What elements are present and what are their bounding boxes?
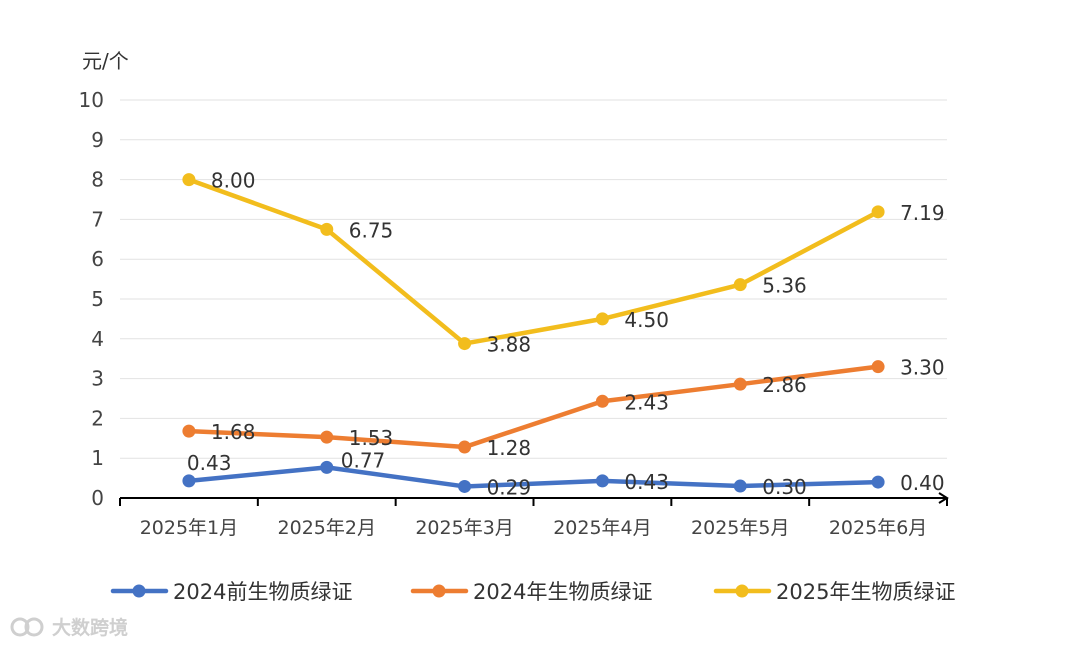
data-label: 7.19	[900, 201, 945, 225]
data-label: 1.53	[349, 426, 394, 450]
data-label: 0.30	[762, 475, 807, 499]
y-tick-label: 7	[91, 207, 104, 231]
y-tick-label: 1	[91, 446, 104, 470]
x-axis: 2025年1月 2025年2月 2025年3月 2025年4月 2025年5月 2025年…	[119, 492, 949, 539]
y-tick-label: 5	[91, 287, 104, 311]
legend-label: 2024年生物质绿证	[473, 580, 652, 604]
x-tick-label: 2025年5月	[691, 517, 789, 539]
data-point	[595, 394, 609, 408]
data-label: 8.00	[211, 169, 256, 193]
data-point	[595, 474, 609, 488]
y-tick-label: 0	[91, 486, 104, 510]
data-label: 0.77	[341, 448, 386, 472]
watermark-logo-icon	[10, 617, 44, 637]
y-tick-label: 6	[91, 247, 104, 271]
data-point	[733, 479, 747, 493]
watermark: 大数跨境	[10, 616, 128, 639]
y-unit-label: 元/个	[82, 49, 129, 73]
data-label: 0.29	[487, 475, 532, 499]
series-layer: 0.43 0.77 0.29 0.43 0.30 0.40 1.68 1.53 1.28 2.43…	[182, 169, 945, 499]
data-label: 5.36	[762, 274, 807, 298]
watermark-text: 大数跨境	[52, 616, 128, 639]
x-tick-label: 2025年3月	[415, 517, 513, 539]
y-tick-label: 9	[91, 128, 104, 152]
y-tick-label: 3	[91, 367, 104, 391]
data-label: 6.75	[349, 218, 394, 242]
y-axis-ticks: 0 1 2 3 4 5 6 7 8 9 10	[79, 88, 104, 510]
series-2: 8.00 6.75 3.88 4.50 5.36 7.19	[182, 169, 945, 357]
data-label: 4.50	[624, 308, 669, 332]
data-label: 2.86	[762, 373, 807, 397]
data-point	[458, 479, 472, 493]
data-label: 1.68	[211, 420, 256, 444]
data-point	[182, 173, 196, 187]
series-line	[186, 465, 881, 489]
data-point	[320, 222, 334, 236]
x-tick-label: 2025年6月	[829, 517, 927, 539]
series-0: 0.43 0.77 0.29 0.43 0.30 0.40	[182, 448, 945, 499]
data-point	[733, 377, 747, 391]
data-point	[320, 430, 334, 444]
x-tick-label: 2025年1月	[140, 517, 238, 539]
y-tick-label: 10	[79, 88, 104, 112]
data-point	[182, 424, 196, 438]
legend-label: 2025年生物质绿证	[776, 580, 955, 604]
data-point	[595, 312, 609, 326]
legend-marker	[432, 584, 446, 598]
data-point	[871, 360, 885, 374]
series-line	[186, 177, 881, 346]
y-tick-label: 4	[91, 327, 104, 351]
data-point	[458, 440, 472, 454]
data-label: 0.43	[187, 451, 232, 475]
data-label: 0.43	[624, 470, 669, 494]
data-label: 0.40	[900, 471, 945, 495]
data-label: 3.30	[900, 356, 945, 380]
legend: 2024前生物质绿证 2024年生物质绿证 2025年生物质绿证	[110, 580, 955, 604]
data-point	[871, 205, 885, 219]
series-line	[186, 364, 881, 450]
data-point	[733, 278, 747, 292]
data-label: 2.43	[624, 390, 669, 414]
legend-label: 2024前生物质绿证	[173, 580, 352, 604]
y-tick-label: 2	[91, 406, 104, 430]
data-point	[871, 475, 885, 489]
data-point	[320, 460, 334, 474]
data-label: 1.28	[487, 436, 532, 460]
x-tick-label: 2025年2月	[278, 517, 376, 539]
legend-marker	[735, 584, 749, 598]
gridlines	[120, 99, 947, 459]
legend-marker	[132, 584, 146, 598]
data-point	[182, 474, 196, 488]
y-tick-label: 8	[91, 168, 104, 192]
x-tick-label: 2025年4月	[553, 517, 651, 539]
series-1: 1.68 1.53 1.28 2.43 2.86 3.30	[182, 356, 945, 460]
data-label: 3.88	[487, 333, 532, 357]
data-point	[458, 337, 472, 351]
